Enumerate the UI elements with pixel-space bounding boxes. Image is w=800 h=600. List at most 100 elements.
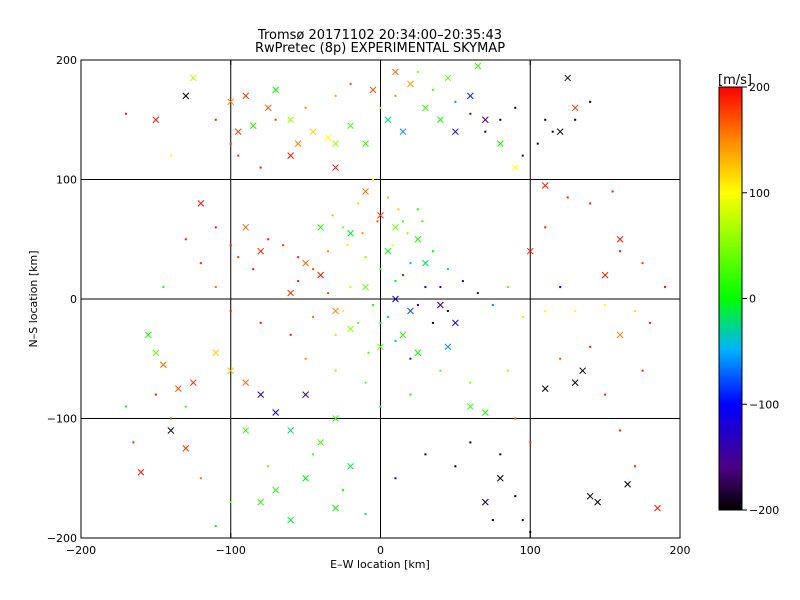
data-point-cross xyxy=(227,98,235,106)
data-point-dot xyxy=(214,286,217,289)
data-point-dot xyxy=(312,315,315,318)
data-point-dot xyxy=(162,286,165,289)
data-point-dot xyxy=(214,525,217,528)
data-point-cross xyxy=(474,62,482,70)
data-point-cross xyxy=(347,462,354,470)
data-point-cross xyxy=(496,474,504,482)
data-point-dot xyxy=(394,280,397,283)
data-point-dot xyxy=(394,477,397,480)
data-point-cross xyxy=(452,319,459,327)
data-point-cross xyxy=(302,259,309,267)
data-point-dot xyxy=(259,321,262,324)
data-point-dot xyxy=(604,393,607,396)
data-point-cross xyxy=(362,188,369,195)
data-point-cross xyxy=(332,307,339,315)
data-point-dot xyxy=(521,154,524,157)
data-point-cross xyxy=(174,385,182,392)
data-point-cross xyxy=(466,92,474,100)
data-point-cross xyxy=(234,128,242,136)
data-point-dot xyxy=(506,286,509,289)
data-point-dot xyxy=(259,166,262,169)
y-axis-label: N–S location [km] xyxy=(27,250,40,347)
data-point-cross xyxy=(287,516,295,524)
data-point-cross xyxy=(332,164,339,171)
data-point-cross xyxy=(437,116,444,124)
data-point-cross xyxy=(384,116,392,124)
colorbar-tick-label: 0 xyxy=(749,293,756,306)
data-point-dot xyxy=(574,309,577,312)
x-tick-label: 0 xyxy=(377,544,384,557)
data-point-dot xyxy=(184,405,187,408)
data-point-dot xyxy=(214,226,217,229)
data-point-dot xyxy=(349,286,352,289)
data-point-dot xyxy=(349,82,352,85)
data-point-dot xyxy=(551,130,554,133)
data-point-cross xyxy=(332,504,339,512)
data-point-cross xyxy=(332,415,339,422)
data-point-cross xyxy=(384,247,392,255)
data-point-dot xyxy=(589,100,592,103)
data-point-dot xyxy=(559,357,562,360)
data-point-cross xyxy=(414,235,422,243)
data-point-dot xyxy=(229,244,232,247)
data-point-cross xyxy=(624,480,631,488)
data-point-cross xyxy=(317,439,324,446)
data-point-cross xyxy=(616,235,624,243)
data-point-dot xyxy=(154,393,157,396)
data-point-dot xyxy=(342,226,345,229)
data-point-cross xyxy=(272,486,280,494)
data-point-dot xyxy=(386,196,389,199)
data-point-cross xyxy=(212,349,220,357)
data-point-dot xyxy=(439,286,442,289)
data-point-dot xyxy=(611,190,614,193)
data-point-dot xyxy=(364,381,367,384)
data-point-dot xyxy=(431,321,434,324)
data-point-cross xyxy=(167,427,175,434)
data-point-cross xyxy=(571,379,579,387)
data-point-dot xyxy=(229,142,232,145)
data-point-dot xyxy=(357,321,360,324)
y-tick-label: 0 xyxy=(70,293,77,306)
data-point-cross xyxy=(317,223,324,231)
data-point-dot xyxy=(379,321,382,324)
y-tick-label: 100 xyxy=(56,174,77,187)
data-point-dot xyxy=(424,453,427,456)
data-point-dot xyxy=(619,250,622,253)
data-point-dot xyxy=(406,232,409,235)
data-point-dot xyxy=(446,268,449,271)
data-point-cross xyxy=(452,128,459,136)
data-point-cross xyxy=(422,104,429,112)
data-point-cross xyxy=(317,271,324,279)
data-point-dot xyxy=(499,118,502,121)
data-point-dot xyxy=(372,303,375,306)
data-point-cross xyxy=(249,122,257,130)
data-point-dot xyxy=(361,232,364,235)
data-point-cross xyxy=(392,295,399,303)
data-point-cross xyxy=(601,271,609,279)
y-tick-label: 200 xyxy=(56,54,77,67)
data-point-dot xyxy=(401,274,404,277)
data-point-dot xyxy=(379,405,382,408)
data-point-dot xyxy=(589,345,592,348)
data-point-cross xyxy=(481,498,489,506)
chart-subtitle: RwPretec (8p) EXPERIMENTAL SKYMAP xyxy=(255,41,505,56)
colorbar-ticks: 200 100 0 −100 −200 xyxy=(742,81,779,517)
data-point-dot xyxy=(416,208,419,211)
data-point-cross xyxy=(586,492,594,500)
data-point-dot xyxy=(237,256,240,259)
data-point-dot xyxy=(274,118,277,121)
colorbar-tick-label: −200 xyxy=(749,504,779,517)
data-point-dot xyxy=(334,369,337,372)
data-point-cross xyxy=(347,229,354,237)
data-point-dot xyxy=(514,417,517,420)
data-point-dot xyxy=(469,112,472,115)
data-point-cross xyxy=(257,498,265,506)
data-point-cross xyxy=(347,122,354,130)
x-axis-label: E–W location [km] xyxy=(330,558,430,571)
data-point-cross xyxy=(407,80,414,88)
data-point-dot xyxy=(529,441,532,444)
data-point-dot xyxy=(454,100,457,103)
data-point-dot xyxy=(506,369,509,372)
data-point-cross xyxy=(189,74,197,82)
data-point-cross xyxy=(377,211,384,219)
